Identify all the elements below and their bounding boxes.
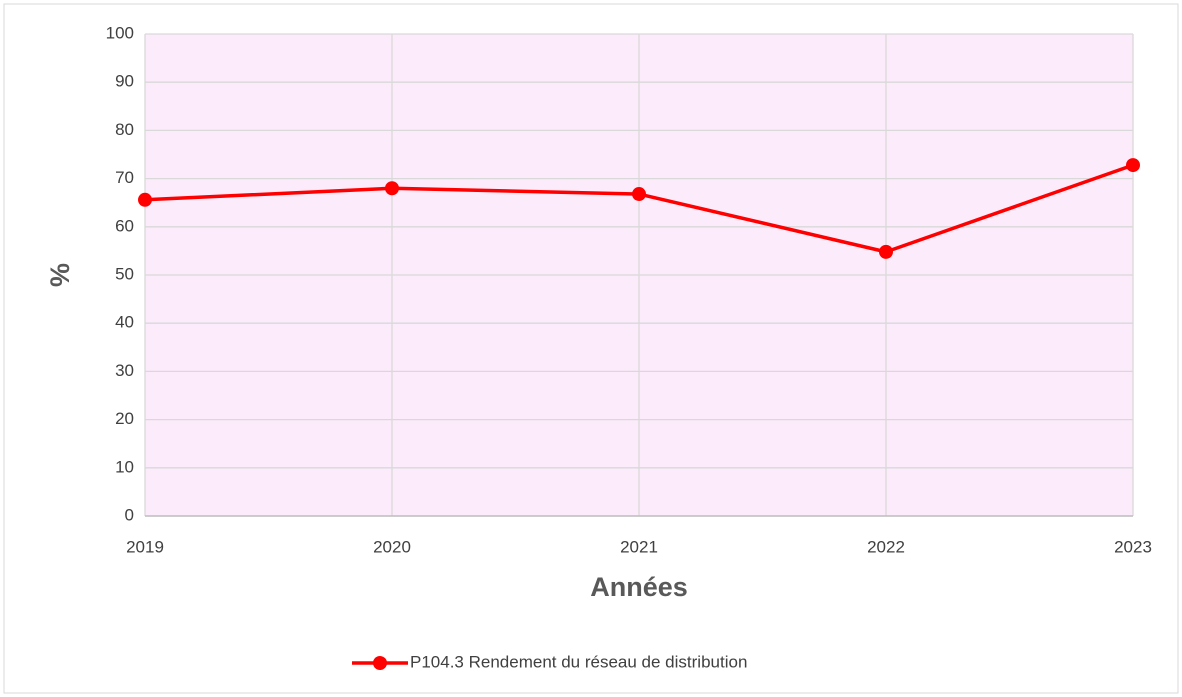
point (385, 181, 399, 196)
x-tick-label: 2021 (620, 537, 658, 556)
x-tick-label: 2022 (867, 537, 905, 556)
y-tick-label: 50 (115, 264, 134, 283)
point (632, 187, 646, 202)
point (138, 192, 152, 207)
legend-label: P104.3 Rendement du réseau de distributi… (410, 652, 747, 671)
point (1126, 158, 1140, 173)
y-tick-label: 70 (115, 168, 134, 187)
y-tick-label: 40 (115, 313, 134, 332)
x-tick-label: 2019 (126, 537, 164, 556)
x-tick-label: 2023 (1114, 537, 1152, 556)
y-axis-label: % (45, 263, 75, 287)
y-tick-label: 100 (106, 23, 134, 42)
y-tick-label: 0 (125, 505, 134, 524)
point (879, 244, 893, 259)
y-tick-label: 90 (115, 72, 134, 91)
y-tick-label: 30 (115, 361, 134, 380)
x-axis-label: Années (590, 572, 688, 602)
y-tick-label: 10 (115, 457, 134, 476)
y-tick-label: 80 (115, 120, 134, 139)
legend-marker (373, 656, 387, 670)
y-tick-label: 60 (115, 216, 134, 235)
x-tick-label: 2020 (373, 537, 411, 556)
y-tick-label: 20 (115, 409, 134, 428)
